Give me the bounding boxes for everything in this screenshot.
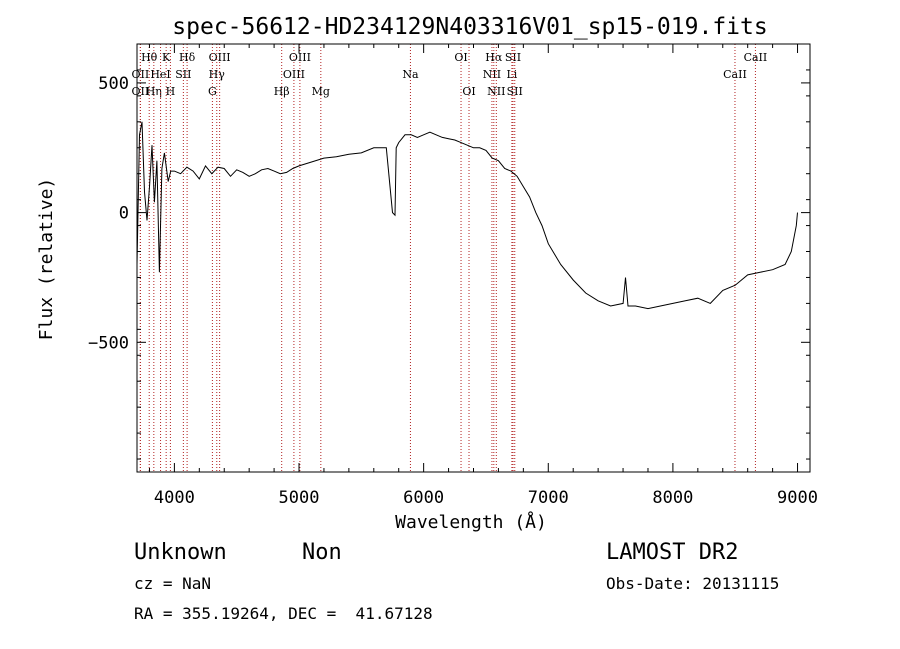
line-marker-label: SII (505, 51, 521, 64)
spectrum-line (136, 121, 798, 310)
line-marker-label: CaII (723, 68, 747, 81)
line-marker-label: H (166, 85, 176, 98)
line-marker-label: Hγ (209, 68, 226, 81)
line-marker-label: OIII (283, 68, 305, 81)
line-marker-label: G (208, 85, 217, 98)
x-tick-label: 6000 (403, 488, 444, 508)
line-marker-label: K (162, 51, 171, 64)
plot-frame (136, 43, 811, 473)
line-marker-label: Na (402, 68, 419, 81)
line-marker-label: OI (454, 51, 467, 64)
x-tick-label: 4000 (154, 488, 195, 508)
x-axis-label: Wavelength (Å) (395, 511, 547, 533)
x-axis-ticks: 4000 5000 6000 7000 8000 9000 (148, 44, 818, 508)
line-marker-label: OIII (209, 51, 231, 64)
x-tick-label: 8000 (652, 488, 693, 508)
line-marker-label: Li (506, 68, 517, 81)
line-marker-label: Hα (485, 51, 503, 64)
y-axis-label: Flux (relative) (36, 178, 57, 341)
x-tick-label: 7000 (528, 488, 569, 508)
line-marker-label: Hδ (179, 51, 196, 64)
y-axis-ticks: −500 0 500 (88, 43, 810, 460)
line-marker-label: HeI (150, 68, 170, 81)
survey-name: LAMOST DR2 (606, 540, 738, 565)
x-tick-label: 9000 (777, 488, 818, 508)
cz-value: cz = NaN (134, 574, 211, 593)
line-marker-label: CaII (744, 51, 768, 64)
line-marker-label: NII (487, 85, 505, 98)
line-marker-label: Hβ (274, 85, 290, 98)
line-marker-label: OII (132, 68, 150, 81)
line-marker-label: OII (132, 85, 150, 98)
chart-title: spec-56612-HD234129N403316V01_sp15-019.f… (172, 14, 767, 40)
x-tick-label: 5000 (279, 488, 320, 508)
coordinates: RA = 355.19264, DEC = 41.67128 (134, 604, 433, 623)
y-tick-label: 500 (98, 74, 129, 94)
line-marker-label: NII (483, 68, 501, 81)
line-marker-label: Hθ (141, 51, 158, 64)
obs-date: Obs-Date: 20131115 (606, 574, 779, 593)
y-tick-label: −500 (88, 333, 129, 353)
object-class: Unknown (134, 540, 227, 565)
line-marker-label: OI (462, 85, 475, 98)
y-tick-label: 0 (119, 204, 129, 224)
line-marker-label: Hη (146, 85, 162, 98)
line-marker-label: OIII (289, 51, 311, 64)
line-marker-label: Mg (312, 85, 330, 98)
line-marker-label: SII (507, 85, 523, 98)
line-markers: OII OII Hθ Hη HeI K H SII Hδ OIII Hγ G Hβ OIII OIII Mg N… (132, 44, 768, 472)
line-marker-label: SII (175, 68, 191, 81)
object-subclass: Non (302, 540, 342, 565)
